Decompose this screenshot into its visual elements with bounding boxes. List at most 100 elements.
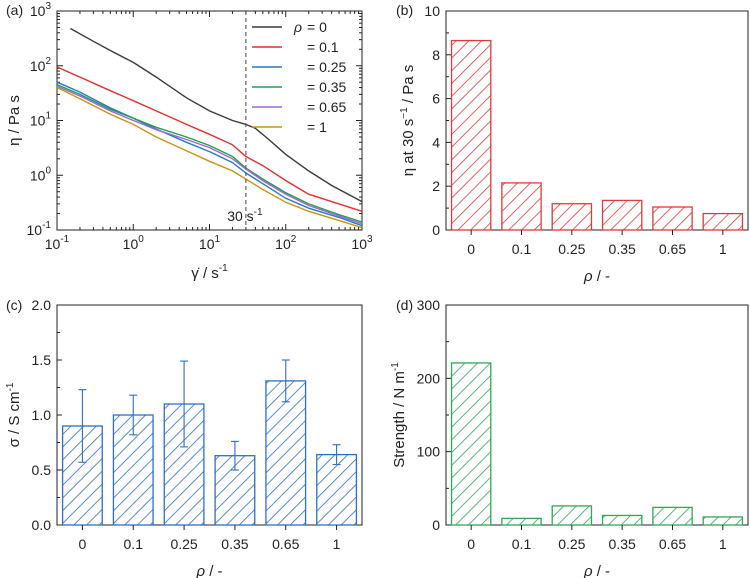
- panel-b: 0 2 4 6 8 10 0 0.1 0.25 0.35 0.65 1 ρ / - η at 30 s−1…: [396, 2, 749, 285]
- series-line-2: [56, 81, 363, 227]
- tick-exponent: 3: [367, 234, 373, 245]
- x-axis-label: ρ / -: [583, 563, 610, 578]
- y-axis-label-sup: -1: [5, 382, 16, 391]
- y-axis-label: σ / S cm-1: [5, 382, 23, 447]
- bar-0: [450, 39, 492, 231]
- legend-entry-0: = 0: [307, 19, 327, 35]
- panel-label-d: (d): [396, 297, 413, 313]
- x-axis-label-symbol: ρ: [195, 563, 205, 578]
- x-tick-label: 1: [719, 241, 727, 257]
- y-tick-label: 0.5: [32, 462, 52, 478]
- x-tick-label: 103: [351, 234, 373, 252]
- x-tick-label: 101: [199, 234, 221, 252]
- x-tick-label: 10-1: [45, 234, 70, 252]
- y-axis-label-unit: / Pa s: [400, 65, 417, 108]
- y-axis-label-sup: -1: [390, 362, 401, 371]
- y-axis-label: η at 30 s−1 / Pa s: [399, 65, 417, 176]
- x-axis-label: γ̇ / s-1: [191, 263, 228, 282]
- tick-exponent: 1: [215, 234, 221, 245]
- y-axis-label-sup: −1: [399, 107, 410, 119]
- legend-entry-3: = 0.35: [307, 79, 347, 95]
- panel-d: 0 100 200 300 0 0.1 0.25 0.35 0.65 1 ρ / - Strength…: [390, 297, 749, 578]
- x-tick-label: 0.25: [558, 536, 585, 552]
- x-tick-label: 0.1: [512, 536, 532, 552]
- tick-base: 10: [30, 58, 46, 74]
- x-tick-label: 0.35: [221, 536, 248, 552]
- y-tick-label: 0: [432, 222, 440, 238]
- legend-entry-5: = 1: [307, 119, 327, 135]
- y-tick-label: 8: [432, 47, 440, 63]
- tick-base: 10: [27, 222, 43, 238]
- y-tick-label: 300: [417, 297, 441, 313]
- series-line-4: [56, 85, 363, 225]
- vline-label-text: 30 s: [227, 208, 253, 224]
- series-line-3: [56, 84, 363, 223]
- bar-0.35: [601, 514, 643, 526]
- bar-1: [702, 212, 744, 231]
- y-axis-label: Strength / N m-1: [390, 362, 408, 468]
- x-tick-label: 0.35: [609, 241, 636, 257]
- x-axis-label-text: / -: [205, 563, 223, 578]
- y-tick-label: 100: [30, 165, 52, 183]
- bar-0.65: [652, 506, 693, 526]
- y-tick-label: 1.0: [32, 407, 52, 423]
- x-axis-label-sup: -1: [219, 263, 228, 274]
- tick-exponent: 2: [45, 56, 51, 67]
- tick-exponent: -1: [60, 234, 69, 245]
- bar-0: [450, 362, 492, 526]
- tick-base: 10: [30, 3, 46, 19]
- x-axis-label-symbol: γ̇: [191, 265, 200, 282]
- x-axis-label-text: / -: [593, 563, 611, 578]
- tick-base: 10: [199, 236, 215, 252]
- bar-0.35: [601, 199, 643, 231]
- y-tick-label: 101: [30, 111, 52, 129]
- x-axis-label-symbol: ρ: [583, 268, 593, 285]
- tick-exponent: 3: [45, 1, 51, 12]
- tick-exponent: 2: [291, 234, 297, 245]
- y-axis-label-text: η at 30 s: [400, 119, 417, 177]
- y-tick-label: 4: [432, 134, 440, 150]
- y-tick-label: 10-1: [27, 220, 52, 238]
- x-tick-label: 0.65: [272, 536, 299, 552]
- y-tick-label: 0.0: [32, 517, 52, 533]
- vline-label-sup: -1: [254, 207, 263, 218]
- legend-rho-symbol: ρ: [293, 19, 302, 35]
- panel-label-a: (a): [6, 2, 23, 18]
- x-tick-label: 0: [467, 536, 475, 552]
- x-axis-label-text: / s: [199, 265, 219, 282]
- y-tick-label: 2.0: [32, 297, 52, 313]
- y-tick-label: 103: [30, 1, 52, 19]
- vline-label: 30 s-1: [227, 207, 263, 224]
- tick-exponent: -1: [42, 220, 51, 231]
- tick-base: 10: [275, 236, 291, 252]
- bar-0.65: [265, 380, 307, 526]
- x-tick-label: 0: [467, 241, 475, 257]
- x-tick-label: 0.35: [609, 536, 636, 552]
- panel-c: 0.0 0.5 1.0 1.5 2.0 0 0.1 0.25 0.35 0.65 1 ρ / - σ /…: [5, 297, 363, 578]
- x-tick-label: 102: [275, 234, 297, 252]
- x-tick-label: 0.25: [558, 241, 585, 257]
- tick-exponent: 0: [45, 165, 51, 176]
- bar-0.65: [652, 206, 693, 231]
- bar-1: [702, 516, 744, 526]
- y-tick-label: 10: [424, 3, 440, 19]
- x-tick-label: 0.1: [512, 241, 532, 257]
- y-axis-label: η / Pa s: [6, 95, 23, 146]
- panel-label-b: (b): [396, 2, 413, 18]
- x-tick-label: 100: [123, 234, 145, 252]
- x-axis-label: ρ / -: [195, 563, 222, 578]
- tick-base: 10: [351, 236, 367, 252]
- tick-exponent: 0: [138, 234, 144, 245]
- bar-1: [316, 453, 358, 526]
- x-tick-label: 0.25: [170, 536, 197, 552]
- series-line-0: [70, 27, 363, 203]
- bar-0.25: [551, 203, 593, 231]
- x-tick-label: 0.65: [659, 241, 686, 257]
- x-axis-label-text: / -: [593, 268, 611, 285]
- tick-base: 10: [123, 236, 139, 252]
- legend-entry-1: = 0.1: [307, 39, 339, 55]
- series-line-5: [56, 86, 363, 229]
- x-tick-label: 0.65: [659, 536, 686, 552]
